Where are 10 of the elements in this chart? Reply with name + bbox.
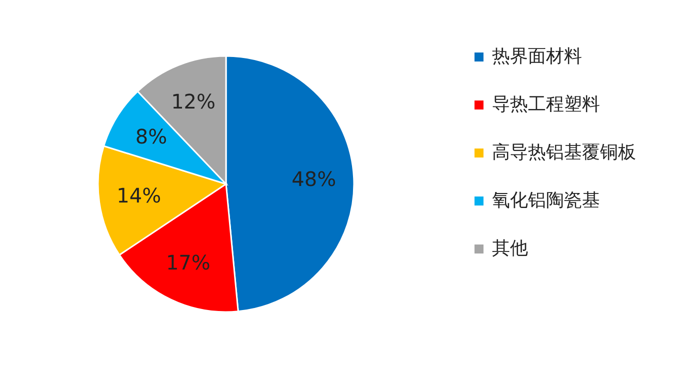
data-label: 8% xyxy=(135,124,168,149)
legend-label: 热界面材料 xyxy=(492,46,582,67)
data-label: 48% xyxy=(292,166,336,191)
legend-label: 高导热铝基覆铜板 xyxy=(492,142,636,163)
data-label: 14% xyxy=(116,184,162,208)
legend-label: 导热工程塑料 xyxy=(492,94,600,115)
legend-label: 其他 xyxy=(492,238,528,259)
data-label: 17% xyxy=(166,250,210,274)
legend-label: 氧化铝陶瓷基 xyxy=(492,190,600,211)
data-label: 12% xyxy=(171,89,216,114)
